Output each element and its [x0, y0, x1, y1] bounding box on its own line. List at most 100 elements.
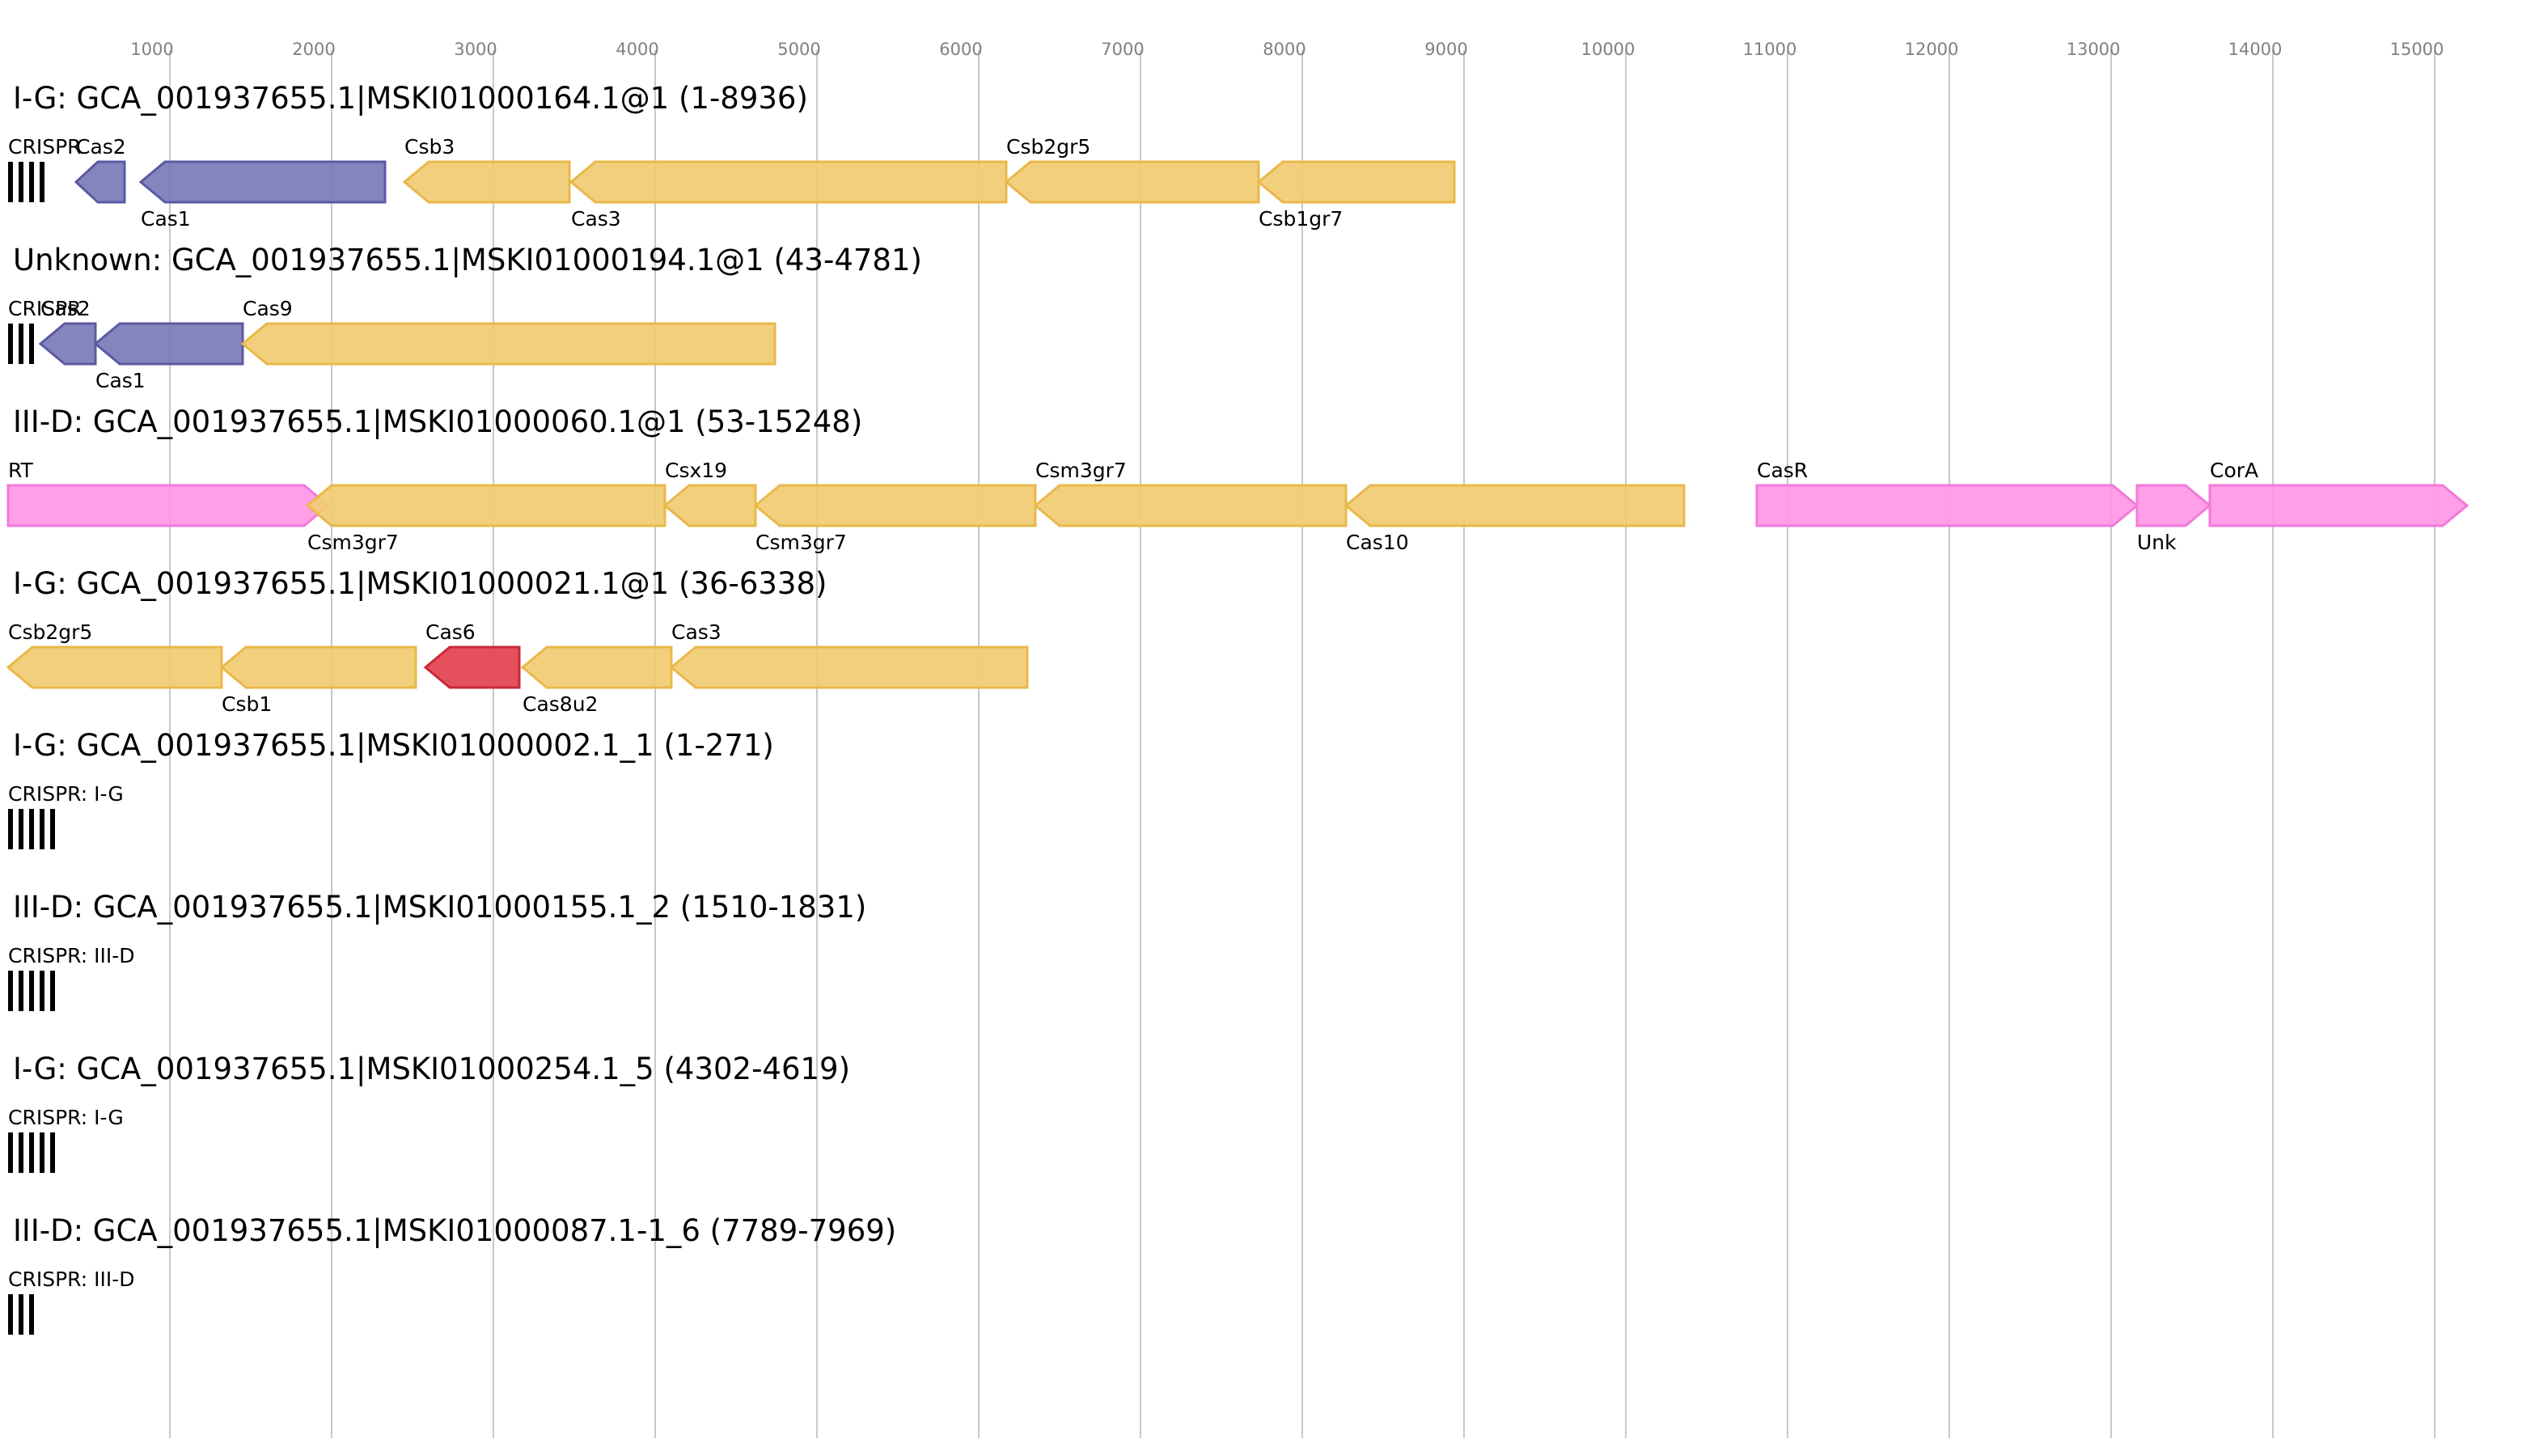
axis-tick-label: 10000 [1581, 40, 1636, 59]
crispr-repeat-bar [50, 809, 55, 849]
axis-tick-label: 9000 [1424, 40, 1467, 59]
crispr-repeat-bar [8, 809, 13, 849]
track-title: I-G: GCA_001937655.1|MSKI01000021.1@1 (3… [13, 566, 827, 601]
crispr-repeat-bar [8, 324, 13, 364]
gene-label: CasR [1757, 459, 1808, 482]
crispr-repeat-bar [29, 1132, 34, 1173]
crispr-label: CRISPR: I-G [8, 1106, 124, 1129]
track: I-G: GCA_001937655.1|MSKI01000254.1_5 (4… [8, 1052, 850, 1173]
gene-arrow[interactable] [402, 160, 571, 204]
axis-tick-label: 14000 [2228, 40, 2283, 59]
gene-label: Cas10 [1346, 531, 1409, 554]
crispr-repeat-bar [40, 971, 44, 1011]
gene-label: Cas9 [243, 297, 293, 320]
axis-tick-label: 8000 [1263, 40, 1305, 59]
grid-layer: 1000 2000 3000 4000 5000 6000 7000 8000 9000 1000… [130, 40, 2444, 1438]
gene-label: Csb1gr7 [1259, 207, 1343, 231]
gene-label: RT [8, 459, 34, 482]
gene-label: Cas3 [571, 207, 621, 231]
track: Unknown: GCA_001937655.1|MSKI01000194.1@… [8, 243, 922, 392]
track: I-G: GCA_001937655.1|MSKI01000002.1_1 (1… [8, 728, 774, 849]
crispr-repeat-bar [50, 971, 55, 1011]
axis-tick-label: 7000 [1101, 40, 1144, 59]
axis-tick-label: 15000 [2390, 40, 2444, 59]
crispr-label: CRISPR: I-G [8, 782, 124, 806]
gene-label: Csb1 [222, 692, 272, 716]
gene-label: Cas6 [425, 620, 476, 644]
crispr-repeat-bar [8, 1132, 13, 1173]
crispr-repeat-bar [40, 1132, 44, 1173]
gene-label: Csx19 [665, 459, 727, 482]
axis-tick-label: 13000 [2067, 40, 2121, 59]
gene-label: Cas8u2 [523, 692, 598, 716]
axis-tick-label: 6000 [939, 40, 982, 59]
crispr-repeat-bar [19, 162, 23, 202]
crispr-repeat-bar [19, 324, 23, 364]
crispr-repeat-bar [19, 1294, 23, 1335]
track-title: Unknown: GCA_001937655.1|MSKI01000194.1@… [13, 243, 922, 277]
gene-arrow[interactable] [1256, 160, 1456, 204]
crispr-repeat-bar [8, 1294, 13, 1335]
gene-arrow[interactable] [2208, 484, 2469, 527]
crispr-repeat-bar [40, 162, 44, 202]
crispr-repeat-bar [50, 1132, 55, 1173]
gene-arrow[interactable] [1004, 160, 1260, 204]
gene-label: Csm3gr7 [755, 531, 847, 554]
gene-arrow[interactable] [6, 645, 223, 689]
crispr-repeat-bar [29, 971, 34, 1011]
axis-tick-label: 2000 [292, 40, 335, 59]
gene-arrow[interactable] [520, 645, 673, 689]
crispr-repeat-bar [29, 809, 34, 849]
gene-arrow[interactable] [6, 484, 331, 527]
crispr-repeat-bar [19, 971, 23, 1011]
track: I-G: GCA_001937655.1|MSKI01000164.1@1 (1… [8, 81, 1456, 231]
axis-tick-label: 12000 [1905, 40, 1959, 59]
tracks-layer: I-G: GCA_001937655.1|MSKI01000164.1@1 (1… [6, 81, 2469, 1335]
gene-label: Cas1 [141, 207, 191, 231]
gene-label: Unk [2137, 531, 2177, 554]
track-title: I-G: GCA_001937655.1|MSKI01000164.1@1 (1… [13, 81, 808, 116]
axis-tick-label: 11000 [1743, 40, 1797, 59]
gene-arrow[interactable] [569, 160, 1008, 204]
gene-label: Csb2gr5 [8, 620, 92, 644]
gene-arrow[interactable] [240, 322, 777, 366]
gene-arrow[interactable] [662, 484, 757, 527]
gene-arrow[interactable] [1344, 484, 1686, 527]
track: III-D: GCA_001937655.1|MSKI01000060.1@1 … [6, 404, 2469, 554]
crispr-label: CRISPR [8, 135, 82, 159]
gene-arrow[interactable] [669, 645, 1029, 689]
track-title: III-D: GCA_001937655.1|MSKI01000155.1_2 … [13, 890, 866, 925]
track: III-D: GCA_001937655.1|MSKI01000155.1_2 … [8, 890, 866, 1011]
gene-arrow[interactable] [2135, 484, 2212, 527]
gene-arrow[interactable] [1755, 484, 2139, 527]
crispr-repeat-bar [29, 162, 34, 202]
track-title: I-G: GCA_001937655.1|MSKI01000002.1_1 (1… [13, 728, 774, 763]
gene-arrow[interactable] [38, 322, 97, 366]
crispr-label: CRISPR: III-D [8, 944, 135, 967]
gene-arrow[interactable] [753, 484, 1037, 527]
axis-tick-label: 3000 [454, 40, 497, 59]
gene-label: Csb2gr5 [1006, 135, 1090, 159]
crispr-repeat-bar [40, 809, 44, 849]
crispr-repeat-bar [19, 809, 23, 849]
gene-arrow[interactable] [423, 645, 521, 689]
gene-label: Csb3 [404, 135, 455, 159]
crispr-label: CRISPR [8, 297, 82, 320]
track: III-D: GCA_001937655.1|MSKI01000087.1-1_… [8, 1213, 896, 1335]
track-title: I-G: GCA_001937655.1|MSKI01000254.1_5 (4… [13, 1052, 850, 1086]
gene-arrow[interactable] [138, 160, 387, 204]
crispr-repeat-bar [8, 971, 13, 1011]
crispr-repeat-bar [29, 324, 34, 364]
gene-arrow[interactable] [74, 160, 126, 204]
track: I-G: GCA_001937655.1|MSKI01000021.1@1 (3… [6, 566, 1029, 716]
gene-arrow[interactable] [219, 645, 417, 689]
track-title: III-D: GCA_001937655.1|MSKI01000087.1-1_… [13, 1213, 896, 1248]
gene-arrow[interactable] [305, 484, 666, 527]
crispr-label: CRISPR: III-D [8, 1268, 135, 1291]
gene-label: Cas3 [671, 620, 721, 644]
gene-arrow[interactable] [93, 322, 244, 366]
gene-arrow[interactable] [1033, 484, 1348, 527]
track-title: III-D: GCA_001937655.1|MSKI01000060.1@1 … [13, 404, 862, 439]
axis-tick-label: 1000 [130, 40, 173, 59]
